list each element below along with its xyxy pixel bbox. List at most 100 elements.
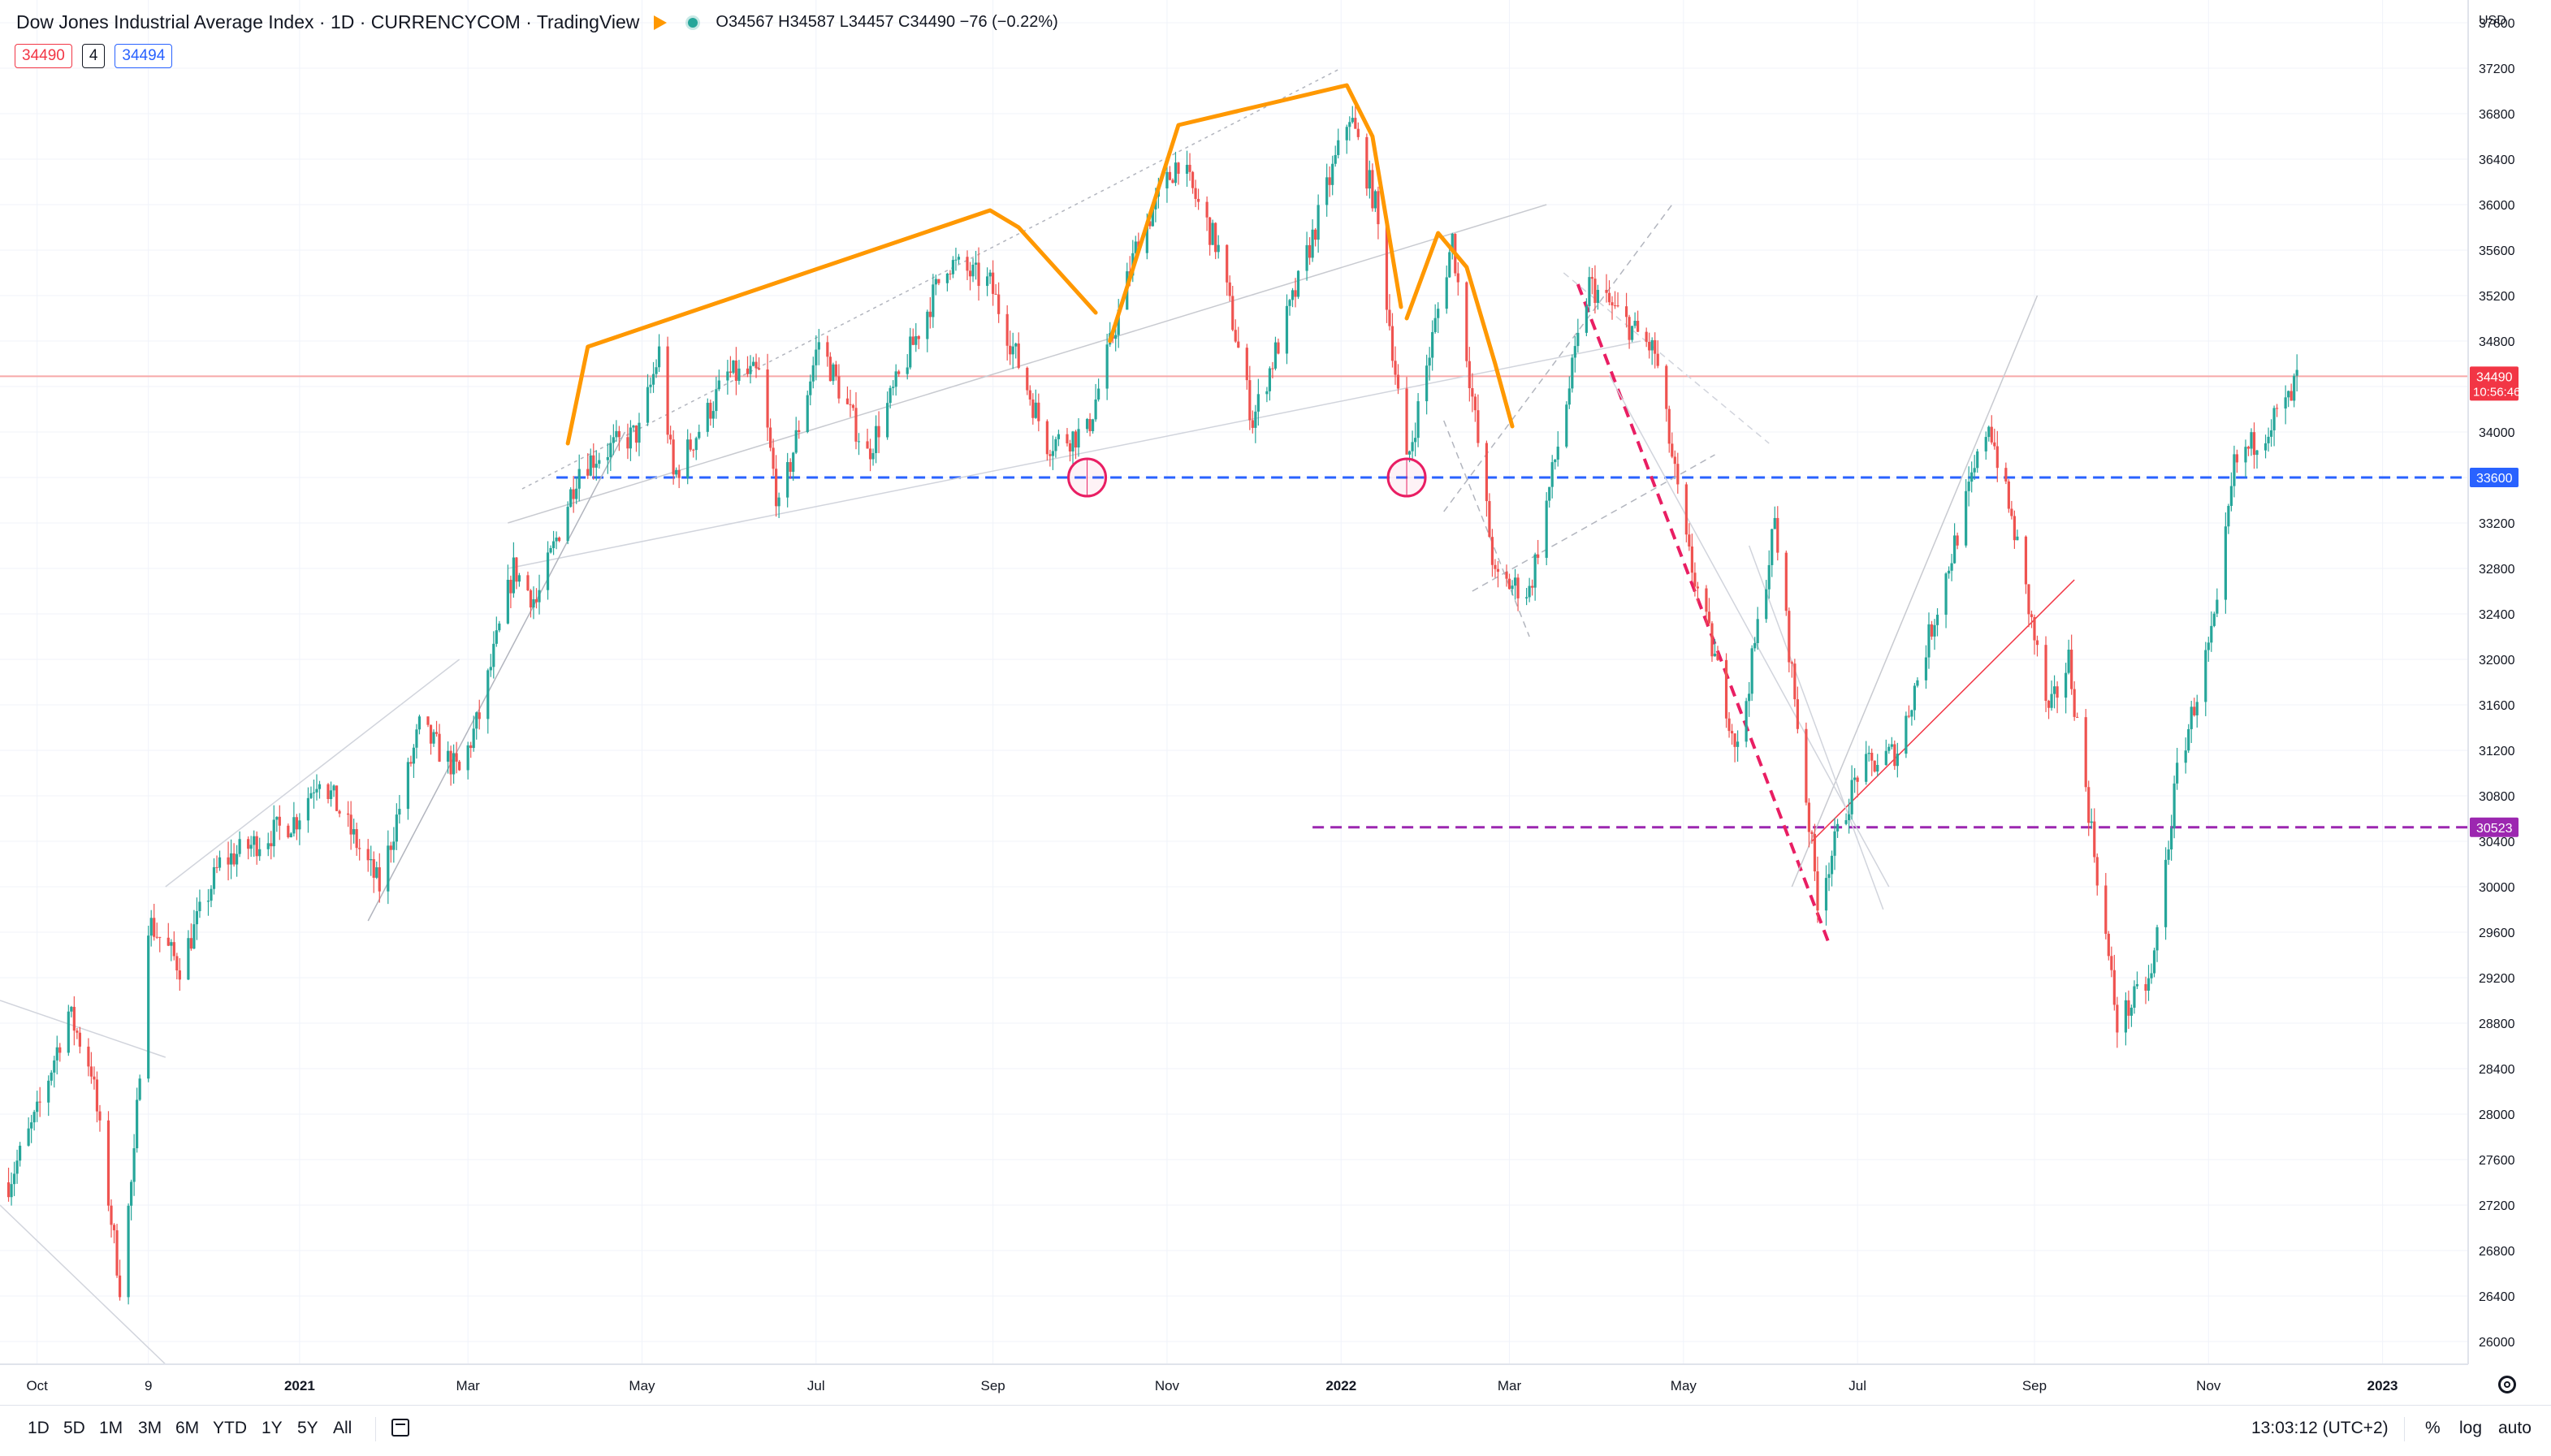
candle-body [55,1047,58,1061]
timeframe-5d-button[interactable]: 5D [60,1417,89,1440]
candle [1696,581,1700,603]
candle-body [1805,728,1808,803]
candle [309,786,313,800]
candle-body [1305,244,1308,271]
candle [1748,681,1751,717]
timeframe-1y-button[interactable]: 1Y [258,1417,286,1440]
candle [1637,310,1640,332]
price-tick-label: 29600 [2479,927,2515,940]
candle [2269,419,2273,447]
symbol-title[interactable]: Dow Jones Industrial Average Index · 1D … [16,11,640,32]
candle-body [78,1032,81,1047]
candle-body [977,262,980,287]
candle-body [1196,198,1200,202]
candle [1071,430,1074,467]
candle [2112,954,2116,1011]
chart-canvas[interactable]: USD 376003720036800364003600035600352003… [0,0,2551,1405]
clock-time[interactable]: 13:03:12 (UTC+2) [2251,1419,2389,1437]
head-shoulders-curve [1108,83,1403,343]
candle-body [1188,164,1191,172]
auto-scale-button[interactable]: auto [2495,1417,2535,1440]
calendar-range-icon[interactable] [391,1419,409,1437]
candle-body [1037,402,1040,421]
candle [15,1149,19,1184]
candle-body [1165,171,1169,188]
candle-body [309,793,313,798]
candle [155,922,158,940]
candle-body [2284,397,2287,409]
candle [72,996,76,1046]
timeframe-ytd-button[interactable]: YTD [210,1417,250,1440]
timeframe-6m-button[interactable]: 6M [172,1417,202,1440]
candle [2067,639,2070,675]
candle-body [147,935,150,1079]
candle-body [1665,365,1668,409]
time-tick-label: Mar [1498,1378,1522,1393]
candle [851,404,855,411]
candle-body [198,901,201,912]
flag-icon[interactable] [654,15,668,30]
candle-body [32,1112,36,1123]
gear-icon[interactable] [2498,1376,2516,1393]
head-shoulders-curve [565,208,1098,446]
timeframe-3m-button[interactable]: 3M [135,1417,165,1440]
price-tick-label: 28000 [2479,1108,2515,1122]
buy-price-button[interactable]: 34494 [115,44,173,68]
percent-scale-button[interactable]: % [2422,1417,2444,1440]
candle-body [1334,154,1337,164]
timeframe-1d-button[interactable]: 1D [24,1417,53,1440]
candle [93,1066,96,1090]
candle-body [136,1100,139,1149]
candle [127,1203,130,1305]
candle-body [1967,482,1970,491]
candle-body [517,575,521,582]
candle-body [1835,823,1840,832]
candle-body [426,716,430,725]
candle [1827,862,1831,892]
candle [914,322,918,352]
candle-body [609,443,612,457]
candle [2255,449,2259,469]
candle [2195,694,2199,728]
ohlc-values: O34567 H34587 L34457 C34490 −76 (−0.22%) [716,13,1058,31]
candle [2216,588,2219,618]
candle [2155,924,2159,962]
candle-body [632,426,635,428]
candle-body [1208,217,1212,245]
timeframe-5y-button[interactable]: 5Y [294,1417,322,1440]
log-scale-button[interactable]: log [2456,1417,2485,1440]
trend-line [1748,545,1884,910]
candle-body [592,455,595,468]
candle-body [1214,223,1217,253]
candle [1314,227,1317,247]
candle [2293,373,2296,408]
candle-body [1217,244,1220,253]
price-label-background [2470,817,2519,837]
candle-body [1596,289,1600,304]
candle-body [1765,589,1768,620]
candle [1867,745,1870,762]
candle-body [170,942,173,946]
candle [1537,539,1540,564]
candle [1248,365,1252,430]
candle-body [469,745,473,749]
candle [87,1038,90,1077]
timeframe-1m-button[interactable]: 1M [96,1417,126,1440]
price-axis[interactable]: 37600 37200 36800 36400 36000 35600 35200 34800… [2479,17,2515,1350]
candle [2289,383,2293,401]
timeframe-all-button[interactable]: All [330,1417,355,1440]
candle [175,953,179,980]
candle-body [1590,277,1594,279]
candle-body [2295,369,2298,376]
time-axis[interactable]: Oct 9 2021 Mar May Jul Sep Nov 2022 Mar May Jul Sep N… [26,1378,2398,1393]
candle-body [1956,535,1959,546]
sell-price-button[interactable]: 34490 [15,44,72,68]
candle [110,1199,113,1238]
candle [1017,332,1020,369]
candle [1471,373,1474,413]
candle-body [1371,170,1374,209]
candle-body [398,809,401,815]
candle-body [626,437,629,449]
candle [1973,455,1976,481]
